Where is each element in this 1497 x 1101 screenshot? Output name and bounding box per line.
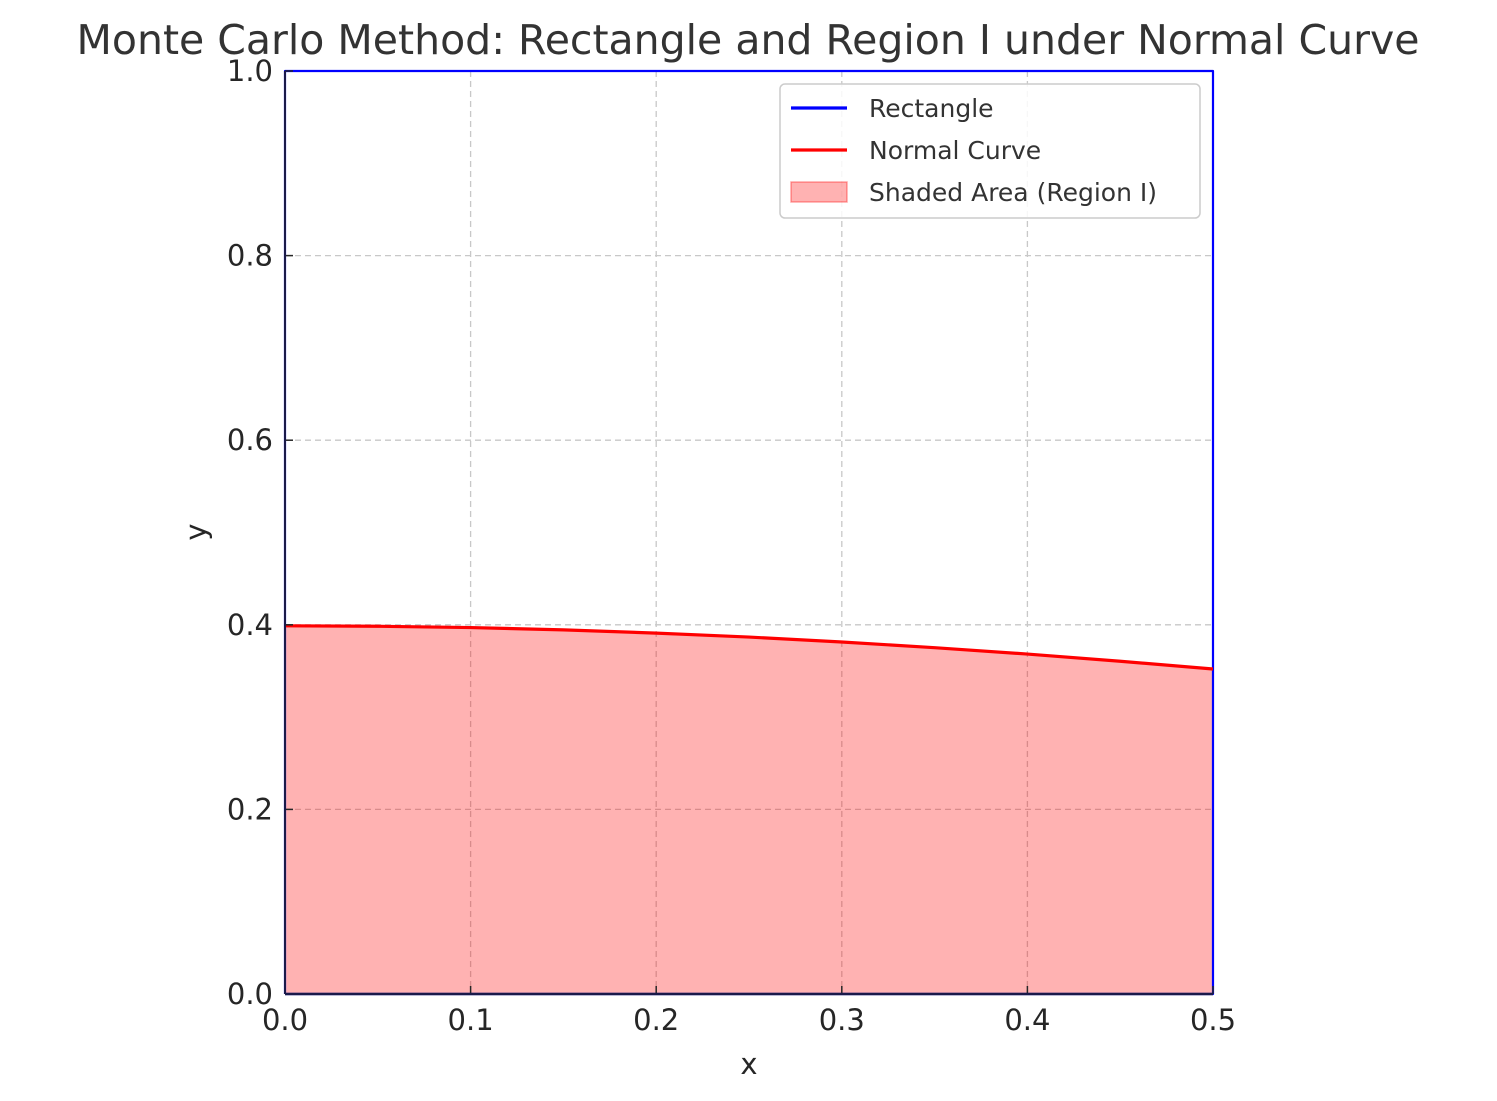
legend-swatch-fill — [790, 181, 848, 203]
y-tick-label: 1.0 — [227, 54, 273, 88]
x-tick-label: 0.0 — [262, 1003, 308, 1037]
y-tick-label: 0.8 — [227, 239, 273, 273]
fill-layer — [285, 625, 1213, 994]
y-tick-label: 0.6 — [227, 423, 273, 457]
x-axis-label: x — [740, 1047, 757, 1081]
y-tick-label: 0.4 — [227, 608, 273, 642]
axes — [284, 70, 1214, 996]
x-tick-label: 0.1 — [448, 1003, 494, 1037]
legend-label: Shaded Area (Region I) — [869, 178, 1157, 207]
x-tick-label: 0.4 — [1004, 1003, 1050, 1037]
tick-labels: 0.0 0.1 0.2 0.3 0.4 0.5 0.0 0.2 0.4 0.6 0.8 1.0 — [227, 54, 1236, 1037]
y-tick-label: 0.0 — [227, 977, 273, 1011]
normal-curve-line — [284, 624, 1214, 671]
x-tick-label: 0.5 — [1190, 1003, 1236, 1037]
x-tick-label: 0.3 — [819, 1003, 865, 1037]
shaded-region-area — [285, 625, 1213, 994]
legend-label: Rectangle — [869, 94, 994, 123]
legend-frame — [779, 83, 1201, 219]
x-tick-label: 0.2 — [633, 1003, 679, 1037]
chart-title: Monte Carlo Method: Rectangle and Region… — [77, 16, 1420, 64]
y-axis-label: y — [179, 523, 213, 540]
y-tick-label: 0.2 — [227, 792, 273, 826]
legend-label: Normal Curve — [869, 136, 1041, 165]
legend: Rectangle Normal Curve Shaded Area (Region… — [779, 83, 1201, 219]
